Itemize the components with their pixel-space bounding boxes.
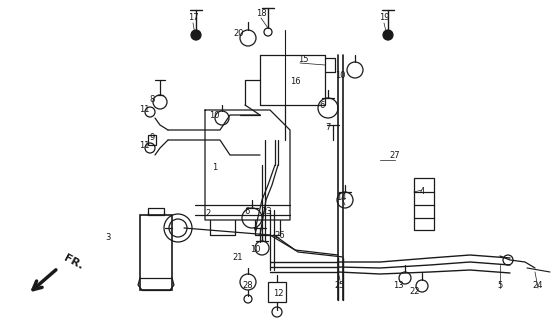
Text: FR.: FR.: [62, 253, 85, 271]
Text: 18: 18: [256, 9, 266, 18]
Text: 21: 21: [233, 252, 243, 261]
Text: 4: 4: [419, 188, 424, 196]
Text: 6: 6: [319, 100, 325, 109]
Bar: [140, 215, 172, 290]
Text: 7: 7: [252, 228, 258, 236]
Text: 9: 9: [149, 133, 155, 142]
Circle shape: [191, 30, 201, 40]
Text: 8: 8: [149, 95, 155, 105]
Bar: [414, 178, 434, 230]
Text: 16: 16: [290, 77, 300, 86]
Text: 12: 12: [273, 289, 284, 298]
Text: 20: 20: [234, 28, 245, 37]
Text: 11: 11: [139, 106, 149, 115]
Text: 5: 5: [497, 281, 502, 290]
Text: 13: 13: [393, 281, 403, 290]
Bar: [148, 135, 156, 145]
Text: 15: 15: [298, 55, 308, 65]
Text: 25: 25: [335, 281, 345, 290]
Text: 11: 11: [139, 140, 149, 149]
Text: 17: 17: [188, 13, 198, 22]
Text: 14: 14: [336, 194, 346, 203]
Text: 22: 22: [410, 287, 420, 297]
Circle shape: [383, 30, 393, 40]
Text: 24: 24: [532, 281, 543, 290]
Text: 7: 7: [325, 124, 331, 132]
Text: 23: 23: [262, 207, 272, 217]
Text: 6: 6: [245, 207, 250, 217]
Text: 3: 3: [105, 233, 111, 242]
Text: 10: 10: [335, 70, 345, 79]
Text: 26: 26: [275, 230, 285, 239]
Text: 2: 2: [206, 209, 211, 218]
Text: 27: 27: [390, 150, 400, 159]
Bar: [268, 282, 286, 302]
Text: 10: 10: [250, 245, 260, 254]
Text: 10: 10: [209, 110, 219, 119]
Bar: [148, 208, 164, 215]
Text: 1: 1: [212, 164, 218, 172]
Text: 28: 28: [243, 281, 253, 290]
Text: 19: 19: [379, 13, 389, 22]
